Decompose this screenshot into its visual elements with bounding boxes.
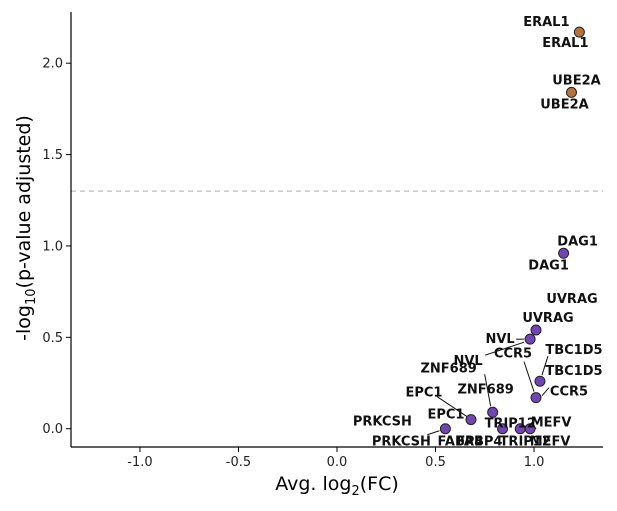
data-point: [487, 406, 499, 418]
point-label: CCR5: [494, 347, 532, 362]
label-leader-line: [541, 387, 550, 396]
point-label: UBE2A: [552, 73, 600, 88]
point-label: EPC1: [405, 386, 442, 401]
point-label: NVL: [453, 354, 482, 369]
x-tick-label: 0.5: [425, 455, 446, 470]
labels-layer: ERAL1 ERAL1 UBE2A UBE2A DAG1 DAG1 UVRAG UVRAG NV…: [353, 15, 603, 450]
x-tick-label: -0.5: [226, 455, 251, 470]
label-leader-line: [427, 430, 440, 436]
data-point: [558, 247, 570, 259]
y-tick-label: 2.0: [42, 57, 63, 72]
axes-layer: -1.0 -0.5 0.0 0.5 1.0 0.0 0.5 1.0 1.5 2.0: [42, 12, 603, 470]
y-tick-label: 1.5: [42, 148, 63, 163]
point-label: UVRAG: [522, 311, 573, 326]
point-label: PRKCSH: [353, 415, 412, 430]
point-label: ERAL1: [523, 15, 569, 30]
point-label: UBE2A: [540, 97, 588, 112]
y-tick-label: 0.5: [42, 331, 63, 346]
data-point: [534, 375, 546, 387]
x-axis-title-subscript: 2: [351, 484, 359, 499]
data-point: [497, 423, 509, 435]
point-label: NVL: [485, 332, 514, 347]
points-layer: [439, 26, 585, 435]
point-label: FABP4: [438, 435, 484, 450]
point-label: DAG1: [557, 234, 598, 249]
data-point: [573, 26, 585, 38]
x-tick-label: 1.0: [524, 455, 545, 470]
point-label: TRIP12: [485, 417, 536, 432]
point-label: FABP4: [457, 435, 503, 450]
point-label: ZNF689: [457, 382, 513, 397]
label-leader-line: [436, 396, 468, 418]
data-point: [524, 333, 536, 345]
x-tick-label: 0.0: [327, 455, 348, 470]
point-label: TBC1D5: [545, 364, 602, 379]
point-label: DAG1: [528, 258, 569, 273]
label-leader-line: [541, 356, 549, 376]
data-point: [565, 86, 577, 98]
x-axis-title: Avg. log2(FC): [275, 473, 399, 499]
x-axis-title-main: Avg. log: [275, 473, 351, 495]
point-label: MEFV: [530, 435, 571, 450]
leader-layer: [427, 338, 550, 436]
point-label: TBC1D5: [545, 343, 602, 358]
y-tick-label: 0.0: [42, 422, 63, 437]
point-label: PRKCSH: [372, 435, 431, 450]
point-label: UVRAG: [546, 292, 597, 307]
x-axis-title-tail: (FC): [360, 473, 399, 495]
point-label: MEFV: [531, 416, 572, 431]
label-leader-line: [484, 374, 492, 407]
data-point: [439, 423, 451, 435]
x-tick-label: -1.0: [127, 455, 152, 470]
point-label: CCR5: [550, 385, 588, 400]
data-point: [465, 414, 477, 426]
point-label: TRIP12: [500, 435, 551, 450]
data-point: [530, 392, 542, 404]
point-label: ZNF689: [420, 361, 476, 376]
point-label: ERAL1: [542, 36, 588, 51]
y-tick-label: 1.0: [42, 239, 63, 254]
y-axis-title: -log10(p-value adjusted): [13, 115, 39, 341]
point-label: EPC1: [427, 408, 464, 423]
label-leader-line: [484, 341, 525, 356]
label-leader-line: [523, 361, 535, 392]
y-axis-title-subscript: 10: [24, 288, 39, 305]
y-axis-title-tail: (p-value adjusted): [13, 115, 35, 288]
y-axis-title-main: -log: [13, 305, 35, 341]
data-point: [524, 423, 536, 435]
data-point: [530, 324, 542, 336]
